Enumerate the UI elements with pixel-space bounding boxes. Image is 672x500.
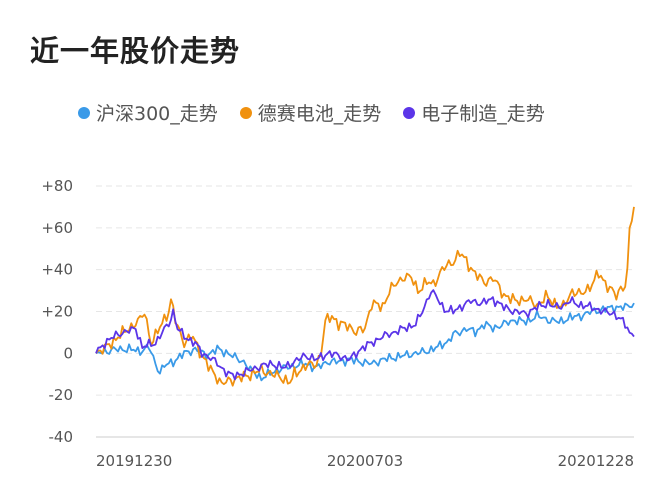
chart-title: 近一年股价走势 [30, 34, 241, 68]
legend-dot-electronics [403, 106, 416, 119]
series-line-2 [95, 289, 635, 381]
legend-label-hs300: 沪深300_走势 [96, 103, 218, 125]
legend-label-desay: 德赛电池_走势 [257, 103, 382, 125]
y-tick-label: +80 [41, 177, 73, 195]
legend-item-desay[interactable]: 德赛电池_走势 [239, 99, 382, 126]
legend-item-electronics[interactable]: 电子制造_走势 [403, 99, 545, 126]
y-tick-label: -20 [49, 386, 74, 404]
x-tick-label: 20201228 [558, 452, 634, 470]
legend-item-hs300[interactable]: 沪深300_走势 [78, 99, 218, 126]
grid [96, 185, 634, 438]
x-tick-label: 20191230 [96, 452, 172, 470]
x-tick-label: 20200703 [327, 452, 403, 470]
y-tick-label: 0 [63, 344, 73, 362]
legend-label-electronics: 电子制造_走势 [421, 103, 545, 125]
y-tick-label: +20 [41, 303, 73, 321]
chart-legend: 沪深300_走势 德赛电池_走势 电子制造_走势 [78, 99, 545, 126]
x-axis-ticks: 20191230 20200703 20201228 [96, 452, 634, 470]
y-tick-label: +60 [41, 219, 73, 237]
legend-dot-desay [239, 106, 252, 119]
series-line-0 [95, 302, 635, 382]
series-lines [95, 206, 635, 387]
series-line-1 [95, 206, 635, 387]
y-axis-ticks: +80 +60 +40 +20 0 -20 -40 [41, 177, 73, 446]
y-tick-label: -40 [49, 428, 74, 446]
y-tick-label: +40 [41, 261, 73, 279]
legend-dot-hs300 [78, 106, 90, 119]
